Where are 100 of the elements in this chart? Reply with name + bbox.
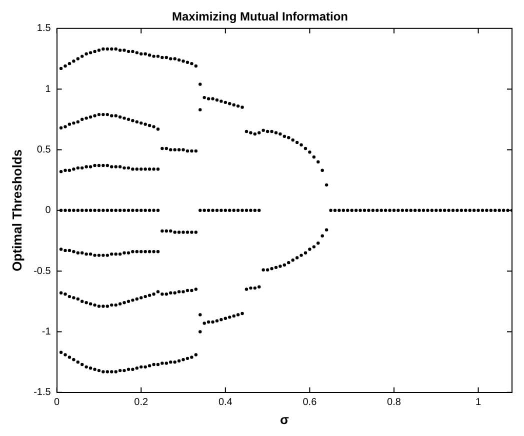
point xyxy=(148,53,152,57)
point xyxy=(304,251,308,254)
point xyxy=(156,208,160,212)
point xyxy=(76,166,80,170)
point xyxy=(152,168,156,171)
point xyxy=(434,208,438,212)
x-tick-label: 0.4 xyxy=(218,397,233,408)
point xyxy=(186,60,190,64)
point xyxy=(68,122,72,126)
point xyxy=(118,368,122,372)
point xyxy=(106,254,110,257)
point xyxy=(438,208,442,212)
point xyxy=(350,208,354,212)
point xyxy=(135,250,139,254)
point xyxy=(88,252,92,256)
point xyxy=(220,208,223,212)
point xyxy=(182,60,185,63)
point xyxy=(84,52,88,56)
point xyxy=(409,208,412,212)
point xyxy=(131,119,134,122)
point xyxy=(329,208,332,212)
x-tick-label: 0 xyxy=(54,397,60,408)
point xyxy=(489,208,493,212)
point xyxy=(140,121,143,125)
point xyxy=(253,286,257,290)
point xyxy=(140,208,143,212)
point xyxy=(240,312,244,316)
point xyxy=(122,251,126,254)
point xyxy=(135,120,139,124)
point xyxy=(388,208,392,212)
point xyxy=(152,250,156,254)
point xyxy=(312,245,316,248)
point xyxy=(198,313,202,316)
point xyxy=(211,320,214,324)
point xyxy=(190,356,194,359)
chart-title: Maximizing Mutual Information xyxy=(172,10,348,24)
point xyxy=(228,208,232,212)
point xyxy=(114,208,118,212)
point xyxy=(244,288,248,291)
point xyxy=(76,208,80,212)
point xyxy=(464,208,468,212)
point xyxy=(135,366,139,370)
point xyxy=(253,208,257,212)
point xyxy=(88,208,92,212)
point xyxy=(413,208,417,212)
point xyxy=(122,301,126,304)
point xyxy=(316,242,320,245)
point xyxy=(249,208,252,212)
point xyxy=(76,57,80,60)
point xyxy=(140,296,143,300)
point xyxy=(177,58,181,62)
point xyxy=(118,165,122,168)
point xyxy=(418,208,421,212)
point xyxy=(114,47,118,51)
point xyxy=(59,170,63,174)
point xyxy=(177,230,181,234)
point xyxy=(152,54,156,58)
y-tick-label: 0.5 xyxy=(36,144,52,156)
point xyxy=(333,208,337,212)
point xyxy=(338,208,341,212)
point xyxy=(169,360,172,364)
point xyxy=(131,298,134,302)
x-axis-title: σ xyxy=(280,412,289,427)
point xyxy=(131,208,134,212)
point xyxy=(68,294,72,298)
point xyxy=(295,140,299,144)
point xyxy=(300,254,303,257)
point xyxy=(182,358,185,362)
point xyxy=(468,208,472,212)
point xyxy=(202,208,206,212)
point xyxy=(80,118,84,121)
point xyxy=(122,48,126,52)
point xyxy=(164,292,168,296)
point xyxy=(97,164,101,168)
point xyxy=(215,319,219,322)
point xyxy=(59,126,63,130)
point xyxy=(80,54,84,58)
point xyxy=(173,360,176,364)
point xyxy=(211,208,214,212)
point xyxy=(126,166,130,170)
point xyxy=(160,56,164,60)
point xyxy=(198,330,202,334)
point xyxy=(156,128,160,131)
point xyxy=(114,370,118,374)
point xyxy=(502,208,506,212)
point xyxy=(426,208,430,212)
point xyxy=(135,208,139,212)
point xyxy=(186,230,190,234)
point xyxy=(88,115,92,119)
point xyxy=(148,364,152,368)
point xyxy=(206,208,210,212)
point xyxy=(135,297,139,301)
point xyxy=(278,264,282,268)
point xyxy=(156,168,160,171)
point xyxy=(88,51,92,54)
point xyxy=(295,256,299,260)
point xyxy=(215,98,219,102)
point xyxy=(173,230,176,234)
point xyxy=(102,254,105,257)
point xyxy=(76,297,80,301)
